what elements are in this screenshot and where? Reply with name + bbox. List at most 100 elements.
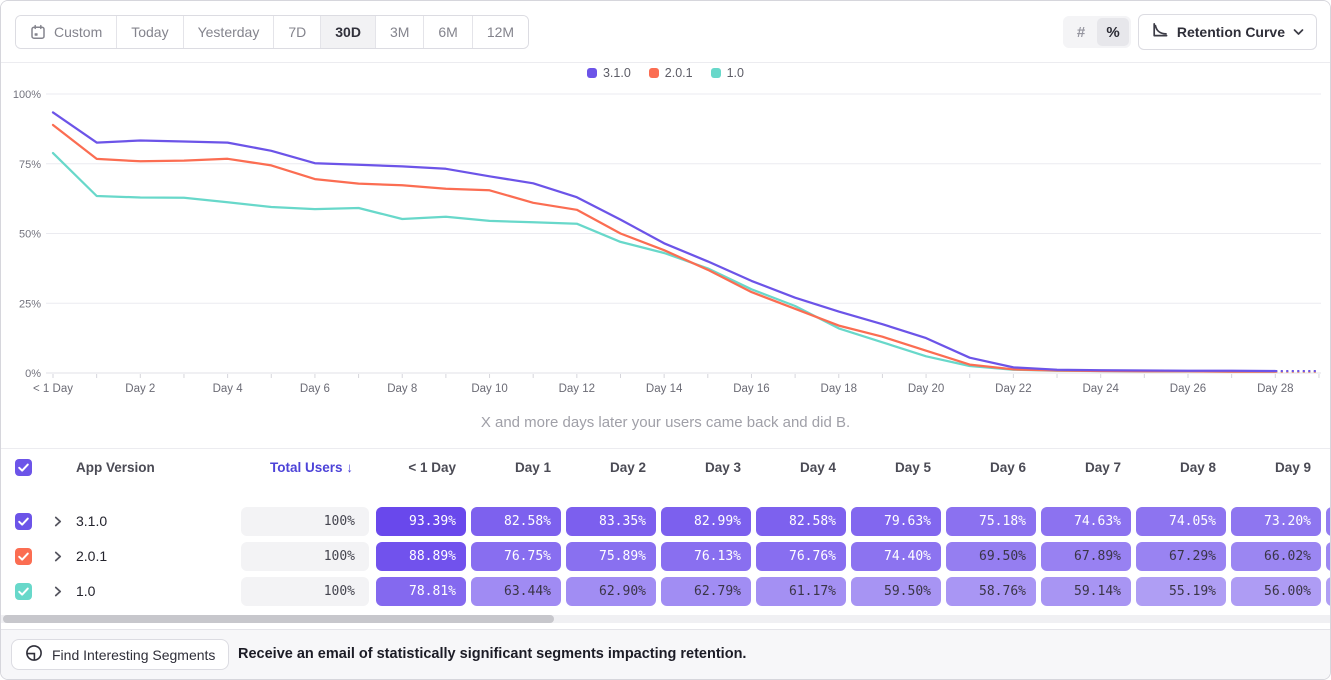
percent-toggle[interactable]: %	[1097, 18, 1129, 46]
retention-cell-1.0-day9[interactable]: 56.00%	[1231, 577, 1321, 606]
svg-text:75%: 75%	[19, 159, 41, 171]
date-range-today[interactable]: Today	[116, 16, 183, 48]
app-version-value: 3.1.0	[76, 513, 108, 529]
retention-cell-2.0.1-day9[interactable]: 66.02%	[1231, 542, 1321, 571]
column-header-day-8[interactable]: Day 8	[1179, 460, 1216, 475]
retention-cell-3.1.0-day6[interactable]: 75.18%	[946, 507, 1036, 536]
column-header-day-5[interactable]: Day 5	[894, 460, 931, 475]
svg-text:100%: 100%	[13, 89, 41, 101]
date-range-yesterday[interactable]: Yesterday	[182, 16, 274, 48]
date-range-label: 3M	[389, 24, 410, 40]
retention-cell-1.0-day8[interactable]: 55.19%	[1136, 577, 1226, 606]
svg-text:Day 12: Day 12	[559, 383, 595, 395]
calendar-icon	[30, 24, 46, 40]
retention-cell-partial[interactable]	[1326, 577, 1330, 606]
retention-cell-3.1.0-day7[interactable]: 74.63%	[1041, 507, 1131, 536]
expand-chevron-icon[interactable]	[52, 507, 64, 536]
retention-cell-2.0.1-day3[interactable]: 76.13%	[661, 542, 751, 571]
date-range-group: Custom Today Yesterday 7D 30D 3M 6M 12M	[15, 15, 530, 49]
date-range-label: Today	[131, 24, 169, 40]
legend-item-3.1.0[interactable]: 3.1.0	[586, 66, 631, 80]
retention-cell-2.0.1-day6[interactable]: 69.50%	[946, 542, 1036, 571]
retention-cell-1.0-day2[interactable]: 62.90%	[566, 577, 656, 606]
legend-swatch	[586, 68, 597, 78]
date-range-custom[interactable]: Custom	[16, 16, 117, 48]
retention-cell-1.0-day6[interactable]: 58.76%	[946, 577, 1036, 606]
find-interesting-segments-label: Find Interesting Segments	[52, 646, 216, 663]
column-header-day-3[interactable]: Day 3	[704, 460, 741, 475]
date-range-6m[interactable]: 6M	[423, 16, 472, 48]
app-version-value: 1.0	[76, 583, 96, 599]
expand-chevron-icon[interactable]	[52, 542, 64, 571]
total-users-cell: 100%	[241, 542, 369, 571]
column-header-day-4[interactable]: Day 4	[799, 460, 836, 475]
column-header-day-9[interactable]: Day 9	[1274, 460, 1311, 475]
retention-chart[interactable]: 0% 25% 50% 75% 100% < 1 Day Day 2 Day 4 Day 6 Day…	[1, 63, 1330, 415]
retention-cell-2.0.1-day2[interactable]: 75.89%	[566, 542, 656, 571]
retention-cell-1.0-day3[interactable]: 62.79%	[661, 577, 751, 606]
retention-cell-3.1.0-day3[interactable]: 82.99%	[661, 507, 751, 536]
column-header-day-2[interactable]: Day 2	[609, 460, 646, 475]
svg-text:Day 10: Day 10	[471, 383, 507, 395]
column-header-day-7[interactable]: Day 7	[1084, 460, 1121, 475]
retention-cell-1.0-day5[interactable]: 59.50%	[851, 577, 941, 606]
retention-cell-3.1.0-day2[interactable]: 83.35%	[566, 507, 656, 536]
retention-cell-3.1.0-day8[interactable]: 74.05%	[1136, 507, 1226, 536]
svg-text:< 1 Day: < 1 Day	[33, 383, 73, 395]
svg-text:Day 14: Day 14	[646, 383, 683, 395]
retention-cell-partial[interactable]	[1326, 507, 1330, 536]
svg-text:Day 26: Day 26	[1170, 383, 1206, 395]
date-range-label: Custom	[54, 24, 103, 40]
horizontal-scrollbar-thumb[interactable]	[3, 615, 554, 623]
retention-cell-3.1.0-day0[interactable]: 93.39%	[376, 507, 466, 536]
sort-descending-icon: ↓	[346, 460, 353, 475]
table-header: App Version Total Users ↓ < 1 Day Day 1 Da…	[1, 449, 1330, 487]
select-all-checkbox[interactable]	[15, 459, 32, 476]
retention-cell-1.0-day7[interactable]: 59.14%	[1041, 577, 1131, 606]
column-header-app-version[interactable]: App Version	[76, 460, 155, 475]
legend-item-1.0[interactable]: 1.0	[710, 66, 744, 80]
column-header-total-users[interactable]: Total Users ↓	[269, 460, 353, 475]
column-header-day-1[interactable]: Day 1	[514, 460, 551, 475]
chart-legend: 3.1.0 2.0.1 1.0	[1, 65, 1330, 81]
retention-cell-1.0-day4[interactable]: 61.17%	[756, 577, 846, 606]
retention-cell-2.0.1-day0[interactable]: 88.89%	[376, 542, 466, 571]
retention-cell-2.0.1-day5[interactable]: 74.40%	[851, 542, 941, 571]
row-checkbox-2.0.1[interactable]	[15, 548, 32, 565]
retention-cell-3.1.0-day5[interactable]: 79.63%	[851, 507, 941, 536]
date-range-12m[interactable]: 12M	[471, 16, 529, 48]
date-range-30d[interactable]: 30D	[320, 16, 375, 48]
retention-cell-3.1.0-day4[interactable]: 82.58%	[756, 507, 846, 536]
table-divider	[1, 448, 1330, 449]
retention-cell-2.0.1-day7[interactable]: 67.89%	[1041, 542, 1131, 571]
legend-label: 1.0	[726, 66, 744, 80]
date-range-3m[interactable]: 3M	[374, 16, 424, 48]
svg-text:25%: 25%	[19, 298, 41, 310]
date-range-label: 6M	[438, 24, 458, 40]
legend-item-2.0.1[interactable]: 2.0.1	[648, 66, 693, 80]
retention-cell-3.1.0-day1[interactable]: 82.58%	[471, 507, 561, 536]
retention-curve-icon	[1151, 21, 1169, 44]
row-checkbox-1.0[interactable]	[15, 583, 32, 600]
total-users-cell: 100%	[241, 507, 369, 536]
retention-cell-3.1.0-day9[interactable]: 73.20%	[1231, 507, 1321, 536]
retention-cell-2.0.1-day8[interactable]: 67.29%	[1136, 542, 1226, 571]
retention-cell-partial[interactable]	[1326, 542, 1330, 571]
date-range-7d[interactable]: 7D	[273, 16, 321, 48]
svg-text:Day 28: Day 28	[1257, 383, 1293, 395]
chart-type-dropdown[interactable]: Retention Curve	[1137, 14, 1317, 50]
column-header-day-6[interactable]: Day 6	[989, 460, 1026, 475]
find-interesting-segments-button[interactable]: Find Interesting Segments	[11, 639, 230, 670]
retention-cell-2.0.1-day4[interactable]: 76.76%	[756, 542, 846, 571]
retention-cell-1.0-day1[interactable]: 63.44%	[471, 577, 561, 606]
retention-cell-1.0-day0[interactable]: 78.81%	[376, 577, 466, 606]
horizontal-scrollbar-track[interactable]	[1, 615, 1330, 623]
retention-cell-2.0.1-day1[interactable]: 76.75%	[471, 542, 561, 571]
column-header-1-day[interactable]: < 1 Day	[408, 460, 456, 475]
row-checkbox-3.1.0[interactable]	[15, 513, 32, 530]
absolute-numbers-toggle[interactable]: #	[1076, 23, 1086, 41]
legend-swatch	[710, 68, 721, 78]
svg-text:50%: 50%	[19, 229, 41, 241]
expand-chevron-icon[interactable]	[52, 577, 64, 606]
